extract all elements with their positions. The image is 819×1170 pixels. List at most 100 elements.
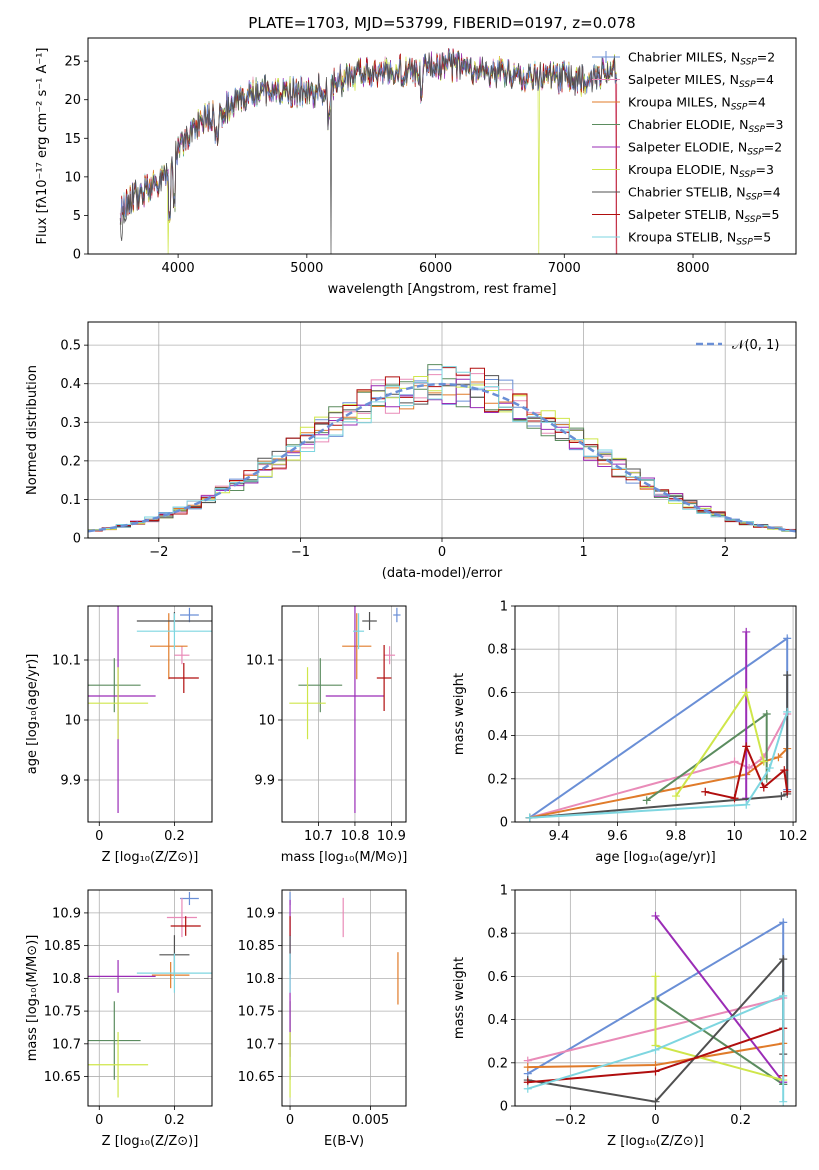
x-tick-label: 1 [579, 545, 587, 560]
y-tick-label: 0.6 [487, 686, 508, 701]
legend-nssp: 3 [766, 162, 774, 177]
errorbar-point-kroupa-elodie [88, 1032, 149, 1098]
y-tick-label: 10.9 [52, 906, 81, 921]
y-tick-label: 9.9 [254, 774, 275, 789]
weight-line [529, 675, 789, 819]
y-tick-label: 20 [64, 93, 81, 108]
y-tick-label: 0.4 [487, 729, 508, 744]
spectrum-panel: 4000 5000 6000 7000 80000510152025wavelength… [35, 37, 797, 297]
weight-point [783, 787, 792, 796]
errorbar-point-kroupa-elodie [289, 667, 326, 740]
weight-point [742, 688, 751, 697]
weight-point [762, 710, 771, 718]
errorbar-point-salpeter-miles [166, 897, 197, 938]
legend-entry-chabrier-miles: Chabrier MILES, NSSP=2 [628, 50, 775, 68]
legend-series-name: Kroupa MILES [628, 95, 714, 110]
legend-series-name: Kroupa ELODIE [628, 162, 722, 177]
x-tick-label: −1 [291, 545, 310, 560]
errorbar-point-kroupa-miles [342, 613, 372, 680]
y-tick-label: 1 [500, 600, 508, 615]
errorbar-point-salpeter-stelib [168, 663, 199, 693]
y-tick-label: 1 [500, 884, 508, 899]
weight-point [651, 1097, 660, 1106]
x-axis-label: E(B-V) [324, 1134, 364, 1149]
y-tick-label: 9.9 [60, 774, 81, 789]
weight-point [774, 753, 783, 762]
x-tick-label: 6000 [419, 261, 452, 276]
legend-series-name: Salpeter ELODIE [628, 140, 730, 155]
x-axis-label: Z [log₁₀(Z/Z⊙)] [607, 1134, 704, 1149]
weight-series-kroupa-stelib [523, 991, 788, 1106]
errorbar-point-salpeter-elodie [325, 606, 385, 813]
legend-nssp: 2 [767, 50, 775, 65]
y-tick-label: 0.8 [487, 643, 508, 658]
x-tick-label: 10 [726, 829, 743, 844]
weight-point [742, 742, 751, 751]
x-tick-label: 9.8 [666, 829, 687, 844]
errorbar-point-salpeter-stelib [170, 916, 201, 936]
x-tick-label: 0.2 [730, 1113, 751, 1128]
x-tick-label: 0.005 [352, 1113, 389, 1128]
legend-entry-salpeter-elodie: Salpeter ELODIE, NSSP=2 [628, 140, 782, 158]
legend-nssp: 4 [773, 185, 781, 200]
weight-point [651, 1067, 660, 1076]
weight-point [780, 766, 789, 775]
x-axis-label: (data-model)/error [382, 566, 503, 581]
weight-point [742, 627, 751, 636]
y-tick-label: 0 [73, 248, 81, 263]
x-tick-label: −0.2 [555, 1113, 587, 1128]
y-axis-label: Normed distribution [25, 365, 40, 495]
x-tick-label: 9.4 [549, 829, 570, 844]
x-tick-label: 8000 [676, 261, 709, 276]
y-tick-label: 0.2 [487, 772, 508, 787]
x-tick-label: 10.9 [377, 829, 406, 844]
x-tick-label: 2 [721, 545, 729, 560]
legend-entry-chabrier-elodie: Chabrier ELODIE, NSSP=3 [628, 117, 783, 135]
y-axis-label: mass weight [452, 957, 467, 1039]
legend-nssp: 5 [763, 230, 771, 245]
weight-point [759, 757, 768, 766]
y-axis-label: mass weight [452, 673, 467, 755]
x-tick-label: −2 [149, 545, 168, 560]
weight-point [779, 955, 788, 964]
weight-point [779, 918, 788, 927]
legend-series-name: Salpeter MILES [628, 72, 722, 87]
age-vs-metallicity-panel: 0 0.2 9.9 10 10.1 Z [log₁₀(Z/Z⊙)] age [log₁₀(a… [25, 605, 213, 865]
plot-frame [281, 605, 407, 823]
weight-point [783, 707, 792, 716]
y-axis-label: age [log₁₀(age/yr)] [25, 654, 40, 775]
x-tick-label: 0 [95, 1113, 103, 1128]
weight-point [730, 757, 739, 766]
y-tick-label: 0 [500, 1100, 508, 1115]
legend-series-name: Chabrier STELIB [628, 185, 728, 200]
weight-point [779, 1097, 788, 1106]
weight-point [651, 972, 660, 981]
mass-vs-extinction-panel: 0 0.005 10.65 10.7 10.75 10.8 10.85 10.9 E(B-V) [238, 889, 407, 1149]
x-tick-label: 0 [438, 545, 446, 560]
weight-point [671, 792, 680, 801]
weight-series-salpeter-stelib [701, 742, 792, 803]
y-tick-label: 10.75 [238, 1005, 275, 1020]
errorbar-point-salpeter-stelib [376, 645, 392, 711]
y-tick-label: 10.1 [52, 654, 81, 669]
spectrum-legend: Chabrier MILES, NSSP=2 Salpeter MILES, NS… [592, 50, 783, 248]
weight-point [783, 671, 792, 680]
y-tick-label: 0.8 [487, 927, 508, 942]
x-tick-label: 9.6 [607, 829, 628, 844]
y-tick-label: 10.9 [246, 906, 275, 921]
errorbar-point-chabrier-miles [180, 607, 199, 623]
x-tick-label: 7000 [548, 261, 581, 276]
legend-entry-salpeter-miles: Salpeter MILES, NSSP=4 [628, 72, 774, 90]
y-tick-label: 10 [64, 714, 81, 729]
y-tick-label: 10.7 [246, 1037, 275, 1052]
legend-entry-normal: 𝒩(0, 1) [732, 338, 779, 353]
weight-series-kroupa-elodie [671, 688, 768, 801]
y-tick-label: 0.2 [60, 454, 81, 469]
weight-point [525, 813, 534, 822]
legend-entry-salpeter-stelib: Salpeter STELIB, NSSP=5 [628, 207, 779, 225]
errorbar-point-kroupa-stelib [136, 613, 212, 650]
x-axis-label: Z [log₁₀(Z/Z⊙)] [102, 850, 199, 865]
weight-point [523, 1063, 532, 1072]
plot-frame [514, 605, 797, 823]
